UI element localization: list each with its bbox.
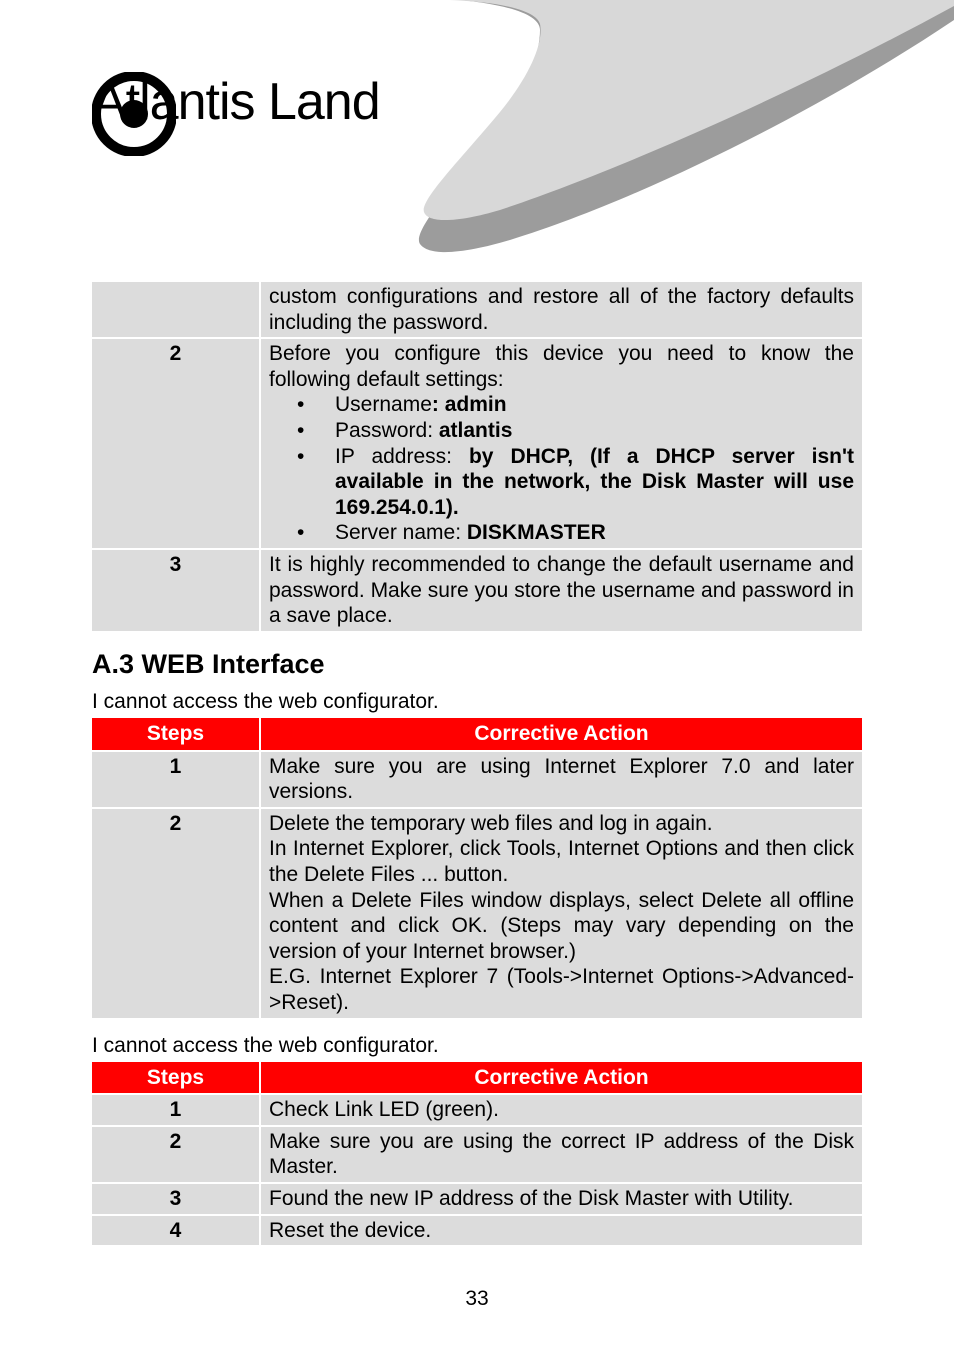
step-cell: 1 [92,751,260,808]
list-item: Server name: DISKMASTER [297,520,854,546]
table-row: 1Check Link LED (green). [92,1094,862,1126]
action-cell: It is highly recommended to change the d… [260,549,862,631]
table-row: 2Delete the temporary web files and log … [92,808,862,1018]
step-cell: 2 [92,1126,260,1183]
table-row: 1Make sure you are using Internet Explor… [92,751,862,808]
action-cell: Found the new IP address of the Disk Mas… [260,1183,862,1215]
table-web-configurator-2: Steps Corrective Action 1Check Link LED … [92,1062,862,1246]
table-row: 2Make sure you are using the correct IP … [92,1126,862,1183]
target-icon [92,72,176,156]
step-cell: 2 [92,338,260,549]
step-cell: 2 [92,808,260,1018]
col-header-action: Corrective Action [260,1062,862,1095]
action-cell: custom configurations and restore all of… [260,282,862,338]
action-cell: Make sure you are using Internet Explore… [260,751,862,808]
table-web-configurator-1: Steps Corrective Action 1Make sure you a… [92,718,862,1018]
action-cell: Before you configure this device you nee… [260,338,862,549]
step-cell [92,282,260,338]
list-item: IP address: by DHCP, (If a DHCP server i… [297,444,854,521]
action-cell: Check Link LED (green). [260,1094,862,1126]
step-cell: 3 [92,549,260,631]
page-number: 33 [0,1287,954,1311]
list-item: Password: atlantis [297,418,854,444]
table-row: 4Reset the device. [92,1215,862,1246]
brand-logo: Atlantis Land [92,72,380,132]
table-row: 2Before you configure this device you ne… [92,338,862,549]
section-heading-a3: A.3 WEB Interface [92,649,862,680]
lead-text-2: I cannot access the web configurator. [92,1034,862,1058]
table-row: 3It is highly recommended to change the … [92,549,862,631]
col-header-steps: Steps [92,1062,260,1095]
step-cell: 1 [92,1094,260,1126]
table-defaults-continued: custom configurations and restore all of… [92,282,862,631]
table-row: 3Found the new IP address of the Disk Ma… [92,1183,862,1215]
step-cell: 3 [92,1183,260,1215]
col-header-action: Corrective Action [260,718,862,751]
list-item: Username: admin [297,392,854,418]
col-header-steps: Steps [92,718,260,751]
page-content: custom configurations and restore all of… [0,282,954,1245]
action-cell: Reset the device. [260,1215,862,1246]
action-cell: Delete the temporary web files and log i… [260,808,862,1018]
table-row: custom configurations and restore all of… [92,282,862,338]
step-cell: 4 [92,1215,260,1246]
lead-text-1: I cannot access the web configurator. [92,690,862,714]
action-cell: Make sure you are using the correct IP a… [260,1126,862,1183]
page-header: Atlantis Land [0,0,954,282]
